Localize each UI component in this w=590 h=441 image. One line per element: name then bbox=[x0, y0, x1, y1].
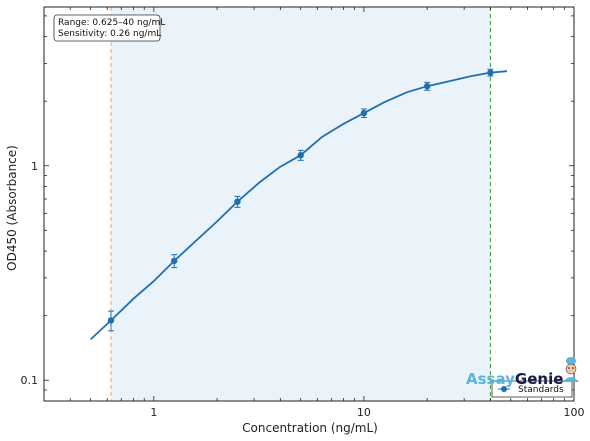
svg-text:AssayGenie: AssayGenie bbox=[466, 370, 563, 388]
data-point-3 bbox=[297, 152, 303, 158]
y-tick-label: 1 bbox=[31, 160, 38, 173]
x-axis-label: Concentration (ng/mL) bbox=[242, 421, 378, 435]
annotation-box: Range: 0.625–40 ng/mL Sensitivity: 0.26 … bbox=[54, 15, 165, 41]
x-tick-label: 1 bbox=[150, 406, 157, 419]
annotation-range: Range: 0.625–40 ng/mL bbox=[58, 18, 165, 28]
logo-text-genie: Genie bbox=[515, 370, 563, 388]
data-point-6 bbox=[487, 69, 493, 75]
y-axis-label: OD450 (Absorbance) bbox=[5, 145, 19, 271]
logo-text-assay: Assay bbox=[466, 370, 515, 388]
data-point-2 bbox=[234, 198, 240, 204]
data-point-0 bbox=[108, 317, 114, 323]
data-point-5 bbox=[424, 83, 430, 89]
working-range-shade bbox=[111, 7, 490, 401]
x-tick-label: 100 bbox=[564, 406, 585, 419]
annotation-sensitivity: Sensitivity: 0.26 ng/mL bbox=[58, 29, 161, 39]
data-point-1 bbox=[171, 258, 177, 264]
data-point-4 bbox=[361, 110, 367, 116]
plot-area bbox=[44, 7, 574, 401]
x-tick-label: 10 bbox=[357, 406, 371, 419]
y-tick-label: 0.1 bbox=[21, 374, 39, 387]
